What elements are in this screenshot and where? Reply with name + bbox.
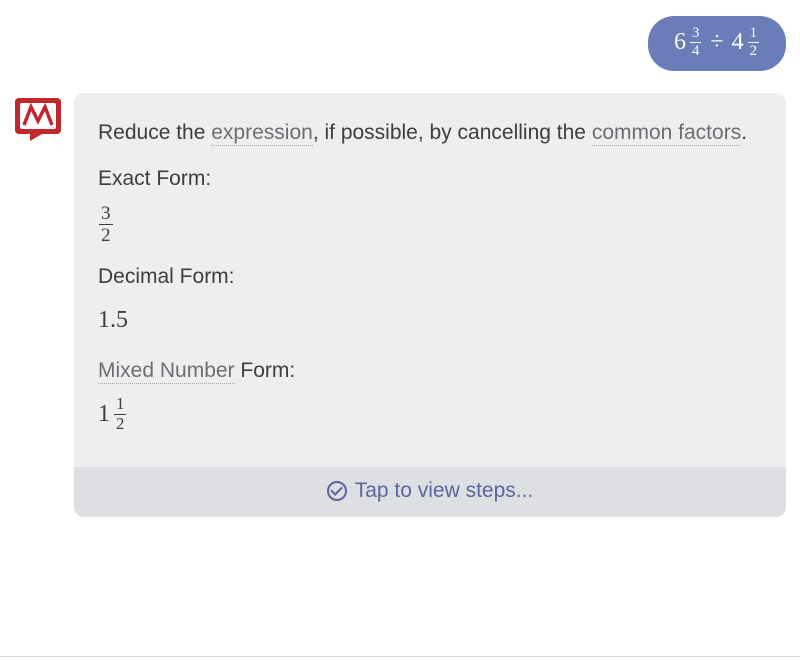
mixed-form-label: Mixed Number Form: bbox=[98, 355, 762, 388]
answer-card: Reduce the expression, if possible, by c… bbox=[74, 93, 786, 517]
input-whole-1: 6 bbox=[674, 29, 686, 56]
decimal-form-value: 1.5 bbox=[98, 302, 762, 339]
exact-form-value: 3 2 bbox=[98, 204, 762, 245]
tap-view-steps-label: Tap to view steps... bbox=[355, 479, 534, 503]
term-common-factors[interactable]: common factors bbox=[592, 121, 741, 146]
decimal-form-label: Decimal Form: bbox=[98, 261, 762, 294]
user-input-bubble[interactable]: 6 3 4 ÷ 4 1 2 bbox=[648, 16, 786, 71]
input-den-1: 4 bbox=[690, 42, 701, 59]
exact-form-label: Exact Form: bbox=[98, 163, 762, 196]
input-num-2: 1 bbox=[748, 26, 759, 42]
input-operator: ÷ bbox=[710, 29, 723, 56]
mixed-form-value: 1 1 2 bbox=[98, 396, 762, 433]
bottom-divider bbox=[0, 656, 800, 657]
answer-intro: Reduce the expression, if possible, by c… bbox=[98, 117, 762, 150]
input-num-1: 3 bbox=[690, 26, 701, 42]
term-mixed-number[interactable]: Mixed Number bbox=[98, 359, 235, 384]
answer-row: Reduce the expression, if possible, by c… bbox=[14, 93, 786, 517]
input-den-2: 2 bbox=[748, 42, 759, 59]
check-circle-icon bbox=[327, 481, 347, 501]
tap-view-steps-button[interactable]: Tap to view steps... bbox=[74, 467, 786, 517]
mathway-logo-icon bbox=[14, 97, 62, 145]
term-expression[interactable]: expression bbox=[211, 121, 313, 146]
input-whole-2: 4 bbox=[732, 29, 744, 56]
user-message-row: 6 3 4 ÷ 4 1 2 bbox=[14, 16, 786, 71]
